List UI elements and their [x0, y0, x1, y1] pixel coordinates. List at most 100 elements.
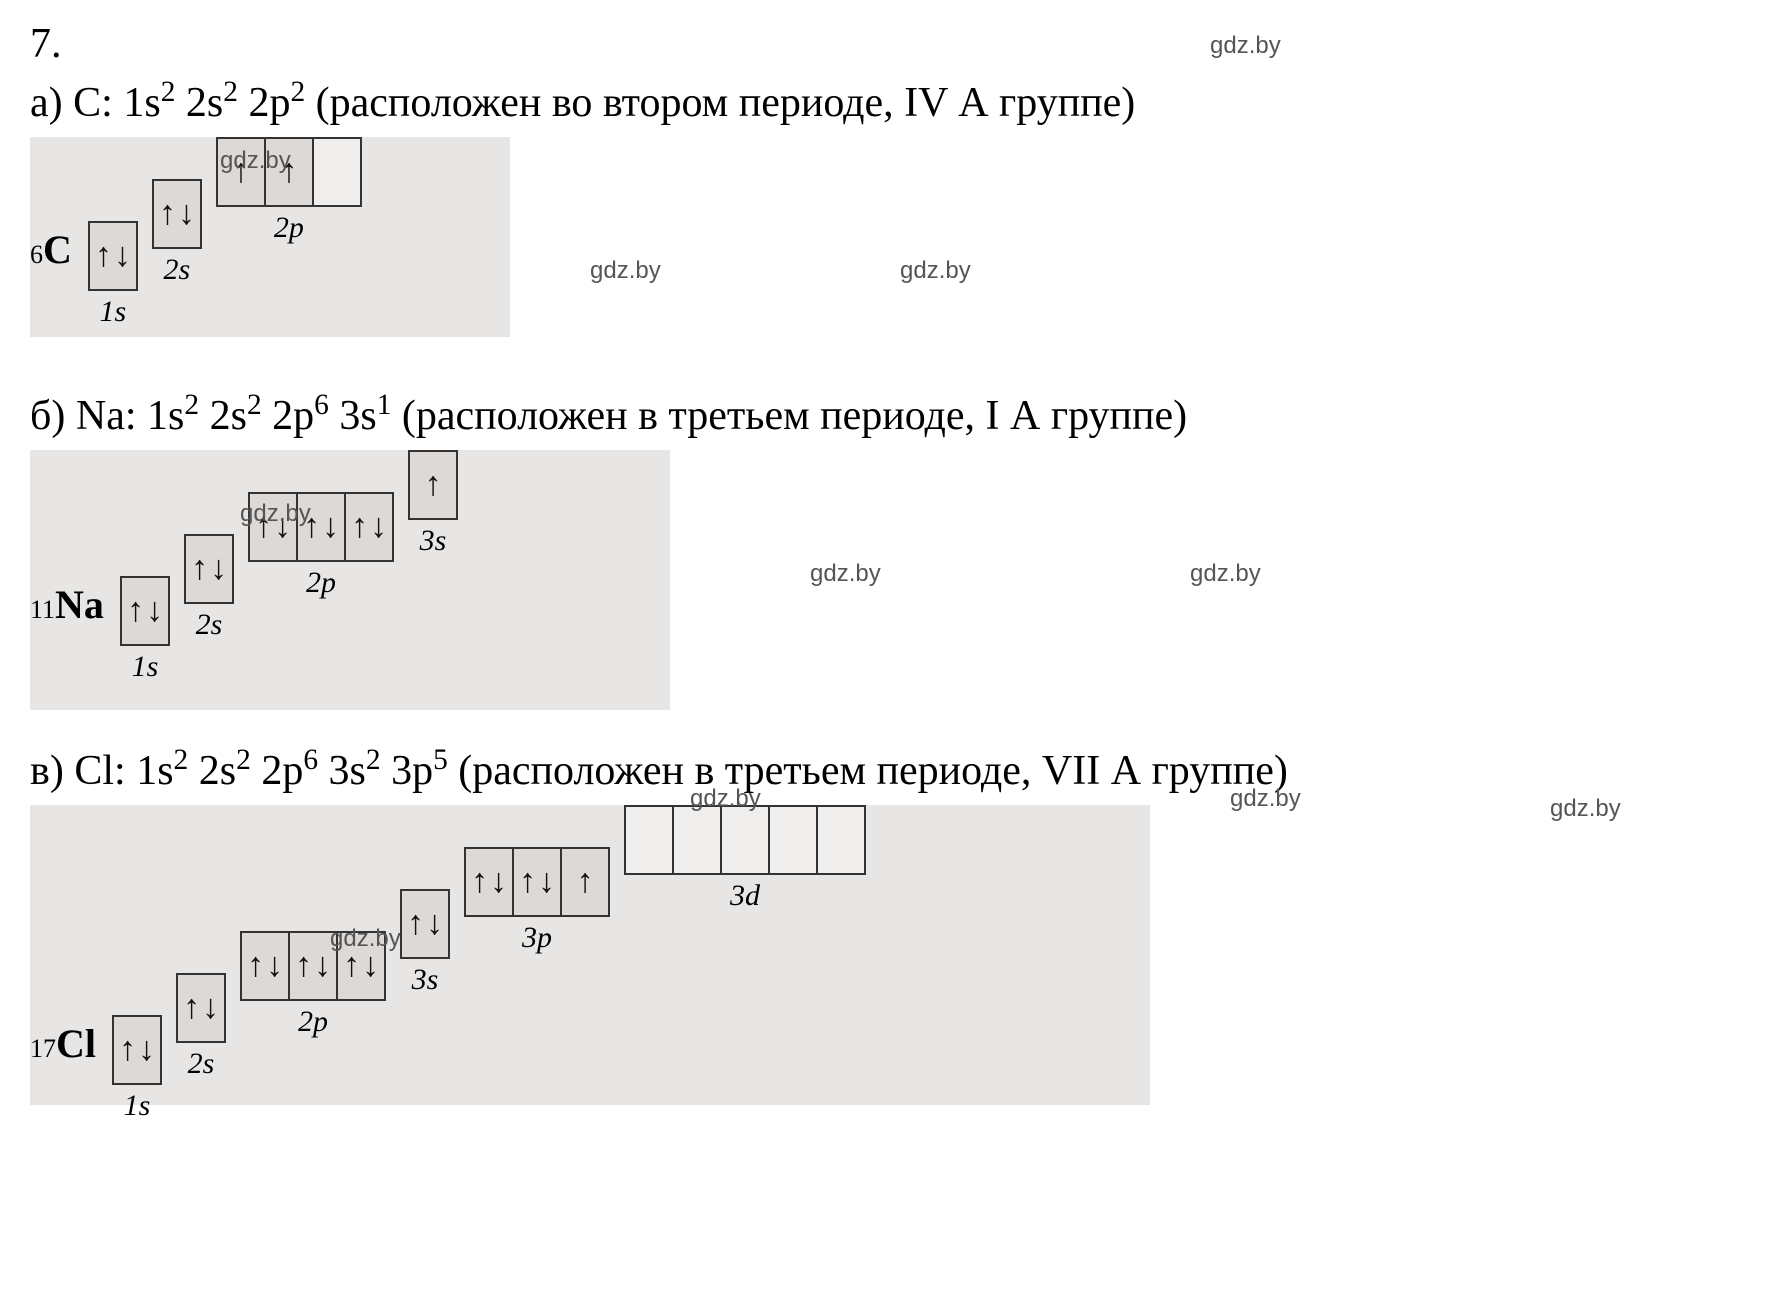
arrow-up-icon	[577, 865, 594, 899]
orbital-box	[768, 805, 818, 875]
orbital-label: 2s	[164, 253, 191, 287]
orbital-label: 3d	[730, 879, 760, 913]
orbital-3s: 3s	[400, 889, 450, 997]
orbital-box	[816, 805, 866, 875]
watermark-text: gdz.by	[1210, 32, 1281, 60]
item-b-letter: б)	[30, 393, 65, 439]
arrow-up-icon	[191, 552, 208, 586]
watermark-text: gdz.by	[1550, 795, 1621, 823]
orbital-label: 3s	[420, 524, 447, 558]
arrow-up-icon	[424, 468, 441, 502]
arrow-down-icon	[314, 949, 331, 983]
item-c-formula: 1s2 2s2 2p6 3s2 3p5	[136, 748, 448, 794]
orbital-box	[112, 1015, 162, 1085]
arrow-up-icon	[119, 1033, 136, 1067]
orbital-1s: 1s	[112, 1015, 162, 1123]
item-c-element: Cl	[74, 748, 114, 794]
watermark-text: gdz.by	[220, 147, 291, 175]
arrow-up-icon	[159, 197, 176, 231]
orbital-1s: 1s	[88, 221, 138, 329]
orbital-label: 3p	[522, 921, 552, 955]
arrow-down-icon	[266, 949, 283, 983]
orbital-3s: 3s	[408, 450, 458, 558]
arrow-up-icon	[519, 865, 536, 899]
arrow-down-icon	[178, 197, 195, 231]
watermark-text: gdz.by	[900, 257, 971, 285]
arrow-down-icon	[202, 991, 219, 1025]
orbital-box	[400, 889, 450, 959]
arrow-up-icon	[471, 865, 488, 899]
orbital-box	[624, 805, 674, 875]
orbital-2s: 2s	[152, 179, 202, 287]
orbital-box	[344, 492, 394, 562]
watermark-text: gdz.by	[590, 257, 661, 285]
watermark-text: gdz.by	[330, 925, 401, 953]
item-a-letter: а)	[30, 80, 63, 126]
orbital-box	[312, 137, 362, 207]
element-label: 11Na	[30, 581, 106, 684]
watermark-text: gdz.by	[1230, 785, 1301, 813]
orbital-3d: 3d	[624, 805, 866, 913]
diagram-sodium: 11Na 1s 2s 2p 3s gdz.by gdz.by gdz.by	[30, 450, 1746, 684]
arrow-down-icon	[362, 949, 379, 983]
arrow-up-icon	[343, 949, 360, 983]
arrow-down-icon	[322, 510, 339, 544]
item-c-config: в) Cl: 1s2 2s2 2p6 3s2 3p5 (расположен в…	[30, 744, 1746, 795]
arrow-down-icon	[114, 239, 131, 273]
orbital-label: 1s	[132, 650, 159, 684]
item-c-letter: в)	[30, 748, 64, 794]
orbital-box	[408, 450, 458, 520]
diagram-carbon: 6C 1s 2s 2p gdz.by gdz.by gdz.by	[30, 137, 1746, 329]
arrow-down-icon	[426, 907, 443, 941]
arrow-up-icon	[127, 594, 144, 628]
orbital-box	[184, 534, 234, 604]
arrow-up-icon	[295, 949, 312, 983]
item-a-element: C	[73, 80, 101, 126]
orbital-label: 2p	[306, 566, 336, 600]
item-c-note: (расположен в третьем периоде, VII А гру…	[458, 748, 1288, 794]
orbital-box	[720, 805, 770, 875]
orbital-1s: 1s	[120, 576, 170, 684]
element-label: 17Cl	[30, 1020, 98, 1123]
orbital-2s: 2s	[184, 534, 234, 642]
orbital-2s: 2s	[176, 973, 226, 1081]
arrow-down-icon	[210, 552, 227, 586]
orbital-label: 1s	[124, 1089, 151, 1123]
arrow-up-icon	[183, 991, 200, 1025]
orbital-box	[152, 179, 202, 249]
item-b-note: (расположен в третьем периоде, I А групп…	[402, 393, 1187, 439]
arrow-down-icon	[538, 865, 555, 899]
problem-number: 7.	[30, 20, 1746, 68]
orbital-label: 3s	[412, 963, 439, 997]
arrow-up-icon	[407, 907, 424, 941]
orbital-box	[176, 973, 226, 1043]
watermark-text: gdz.by	[240, 500, 311, 528]
arrow-down-icon	[490, 865, 507, 899]
arrow-up-icon	[247, 949, 264, 983]
arrow-down-icon	[146, 594, 163, 628]
watermark-text: gdz.by	[1190, 560, 1261, 588]
watermark-text: gdz.by	[690, 785, 761, 813]
item-a-formula: 1s2 2s2 2p2	[123, 80, 305, 126]
element-label: 6C	[30, 226, 74, 329]
item-a-config: а) C: 1s2 2s2 2p2 (расположен во втором …	[30, 76, 1746, 127]
orbital-label: 2p	[274, 211, 304, 245]
orbital-box	[672, 805, 722, 875]
orbital-3p: 3p	[464, 847, 610, 955]
arrow-up-icon	[95, 239, 112, 273]
orbital-box	[120, 576, 170, 646]
item-b-config: б) Na: 1s2 2s2 2p6 3s1 (расположен в тре…	[30, 389, 1746, 440]
watermark-text: gdz.by	[810, 560, 881, 588]
item-b-element: Na	[76, 393, 125, 439]
arrow-up-icon	[351, 510, 368, 544]
orbital-box	[560, 847, 610, 917]
diagram-chlorine: 17Cl1s2s2p3s3p3d gdz.bygdz.bygdz.bygdz.b…	[30, 805, 1746, 1123]
orbital-box	[88, 221, 138, 291]
arrow-down-icon	[370, 510, 387, 544]
orbital-label: 1s	[100, 295, 127, 329]
orbital-box	[464, 847, 514, 917]
orbital-label: 2s	[196, 608, 223, 642]
item-b-formula: 1s2 2s2 2p6 3s1	[147, 393, 391, 439]
orbital-box	[240, 931, 290, 1001]
arrow-down-icon	[138, 1033, 155, 1067]
